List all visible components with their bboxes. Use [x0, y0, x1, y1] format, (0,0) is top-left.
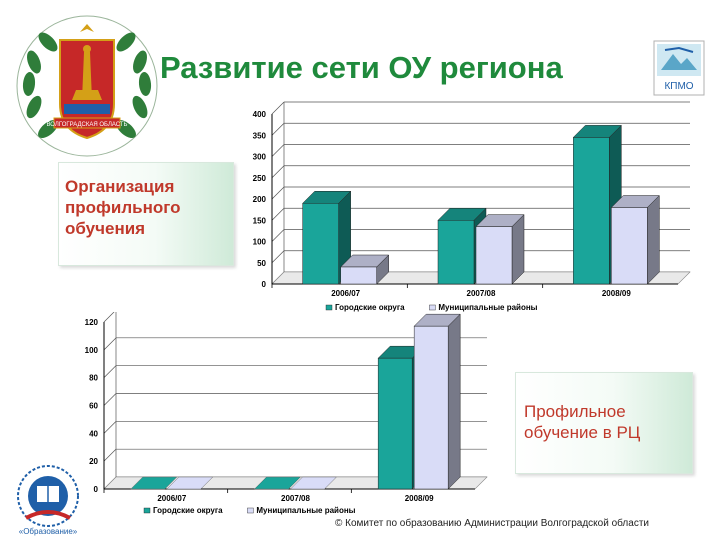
gridline-side: [271, 101, 285, 115]
legend-swatch: [429, 304, 436, 311]
y-tick-label: 80: [89, 374, 98, 383]
legend-label: Муниципальные районы: [438, 303, 537, 312]
x-tick-label: 2007/08: [281, 494, 310, 503]
callout-profile-education: [58, 162, 234, 266]
svg-text:«Образование»: «Образование»: [19, 527, 78, 536]
chart-top-profile-education: 0 50 100 150 200 250 300 350 400 2006/07 2007/08 20…: [228, 100, 700, 320]
region-emblem-logo: ВОЛГОГРАДСКАЯ ОБЛАСТЬ: [16, 15, 158, 157]
x-tick-label: 2007/08: [467, 289, 496, 298]
legend-label: Городские округа: [153, 506, 223, 515]
svg-text:КПМО: КПМО: [664, 81, 693, 92]
y-tick-label: 200: [253, 195, 267, 204]
kpmo-logo: КПМО: [653, 40, 705, 96]
bar-munitsipalnye-rayony-2008-09: [413, 313, 461, 490]
gridline-side: [103, 448, 117, 462]
gridline-side: [271, 144, 285, 157]
gridline-side: [271, 250, 285, 263]
gridline-side: [103, 312, 115, 323]
y-tick-label: 40: [89, 429, 98, 438]
y-tick-label: 0: [94, 485, 99, 494]
x-tick-label: 2006/07: [157, 494, 186, 503]
y-tick-label: 400: [253, 110, 267, 119]
bar-gorodskie-okruga-2006-07: [130, 476, 178, 490]
gridline-side: [103, 421, 117, 434]
svg-text:ВОЛГОГРАДСКАЯ ОБЛАСТЬ: ВОЛГОГРАДСКАЯ ОБЛАСТЬ: [46, 122, 127, 128]
gridline-side: [103, 337, 117, 351]
y-tick-label: 350: [253, 131, 267, 140]
callout-profile-education-text: Организация профильного обучения: [65, 177, 181, 238]
y-tick-label: 150: [253, 216, 267, 225]
gridline-side: [271, 229, 285, 242]
callout-rc-education-text: Профильное обучение в РЦ: [524, 402, 641, 442]
y-tick-label: 100: [85, 346, 99, 355]
gridline-side: [271, 123, 285, 136]
y-tick-label: 100: [253, 238, 267, 247]
x-tick-label: 2008/09: [602, 289, 631, 298]
x-tick-label: 2008/09: [405, 494, 434, 503]
y-tick-label: 250: [253, 174, 267, 183]
legend-swatch: [143, 507, 151, 514]
gridline-side: [271, 165, 285, 178]
callout-rc-education: [515, 372, 693, 474]
bar-munitsipalnye-rayony-2008-09: [610, 194, 660, 285]
gridline-side: [103, 393, 117, 406]
bar-munitsipalnye-rayony-2006-07: [166, 476, 214, 490]
y-tick-label: 50: [257, 259, 266, 268]
education-program-logo: «Образование»: [17, 465, 79, 536]
gridline-side: [271, 186, 285, 200]
y-tick-label: 20: [89, 457, 98, 466]
y-tick-label: 0: [262, 280, 267, 289]
gridline-side: [103, 365, 117, 378]
slide-title: Развитие сети ОУ региона: [160, 50, 563, 85]
bar-munitsipalnye-rayony-2006-07: [340, 254, 390, 285]
y-tick-label: 300: [253, 153, 267, 162]
legend-swatch: [325, 304, 333, 311]
footer-copyright: © Комитет по образованию Администрации В…: [335, 518, 649, 529]
bar-munitsipalnye-rayony-2007-08: [289, 476, 338, 490]
y-tick-label: 60: [89, 402, 98, 411]
y-tick-label: 120: [85, 318, 99, 327]
legend-label: Городские округа: [335, 303, 405, 312]
legend-swatch: [247, 507, 254, 514]
chart-bottom-rc-education: 0 20 40 60 80 100 120 2006/07 2007/08 2008/09 Гор…: [85, 312, 488, 515]
bar-munitsipalnye-rayony-2007-08: [475, 214, 525, 285]
gridline-side: [271, 208, 285, 221]
x-tick-label: 2006/07: [331, 289, 360, 298]
bar-gorodskie-okruga-2007-08: [253, 476, 302, 490]
legend-label: Муниципальные районы: [256, 506, 355, 515]
